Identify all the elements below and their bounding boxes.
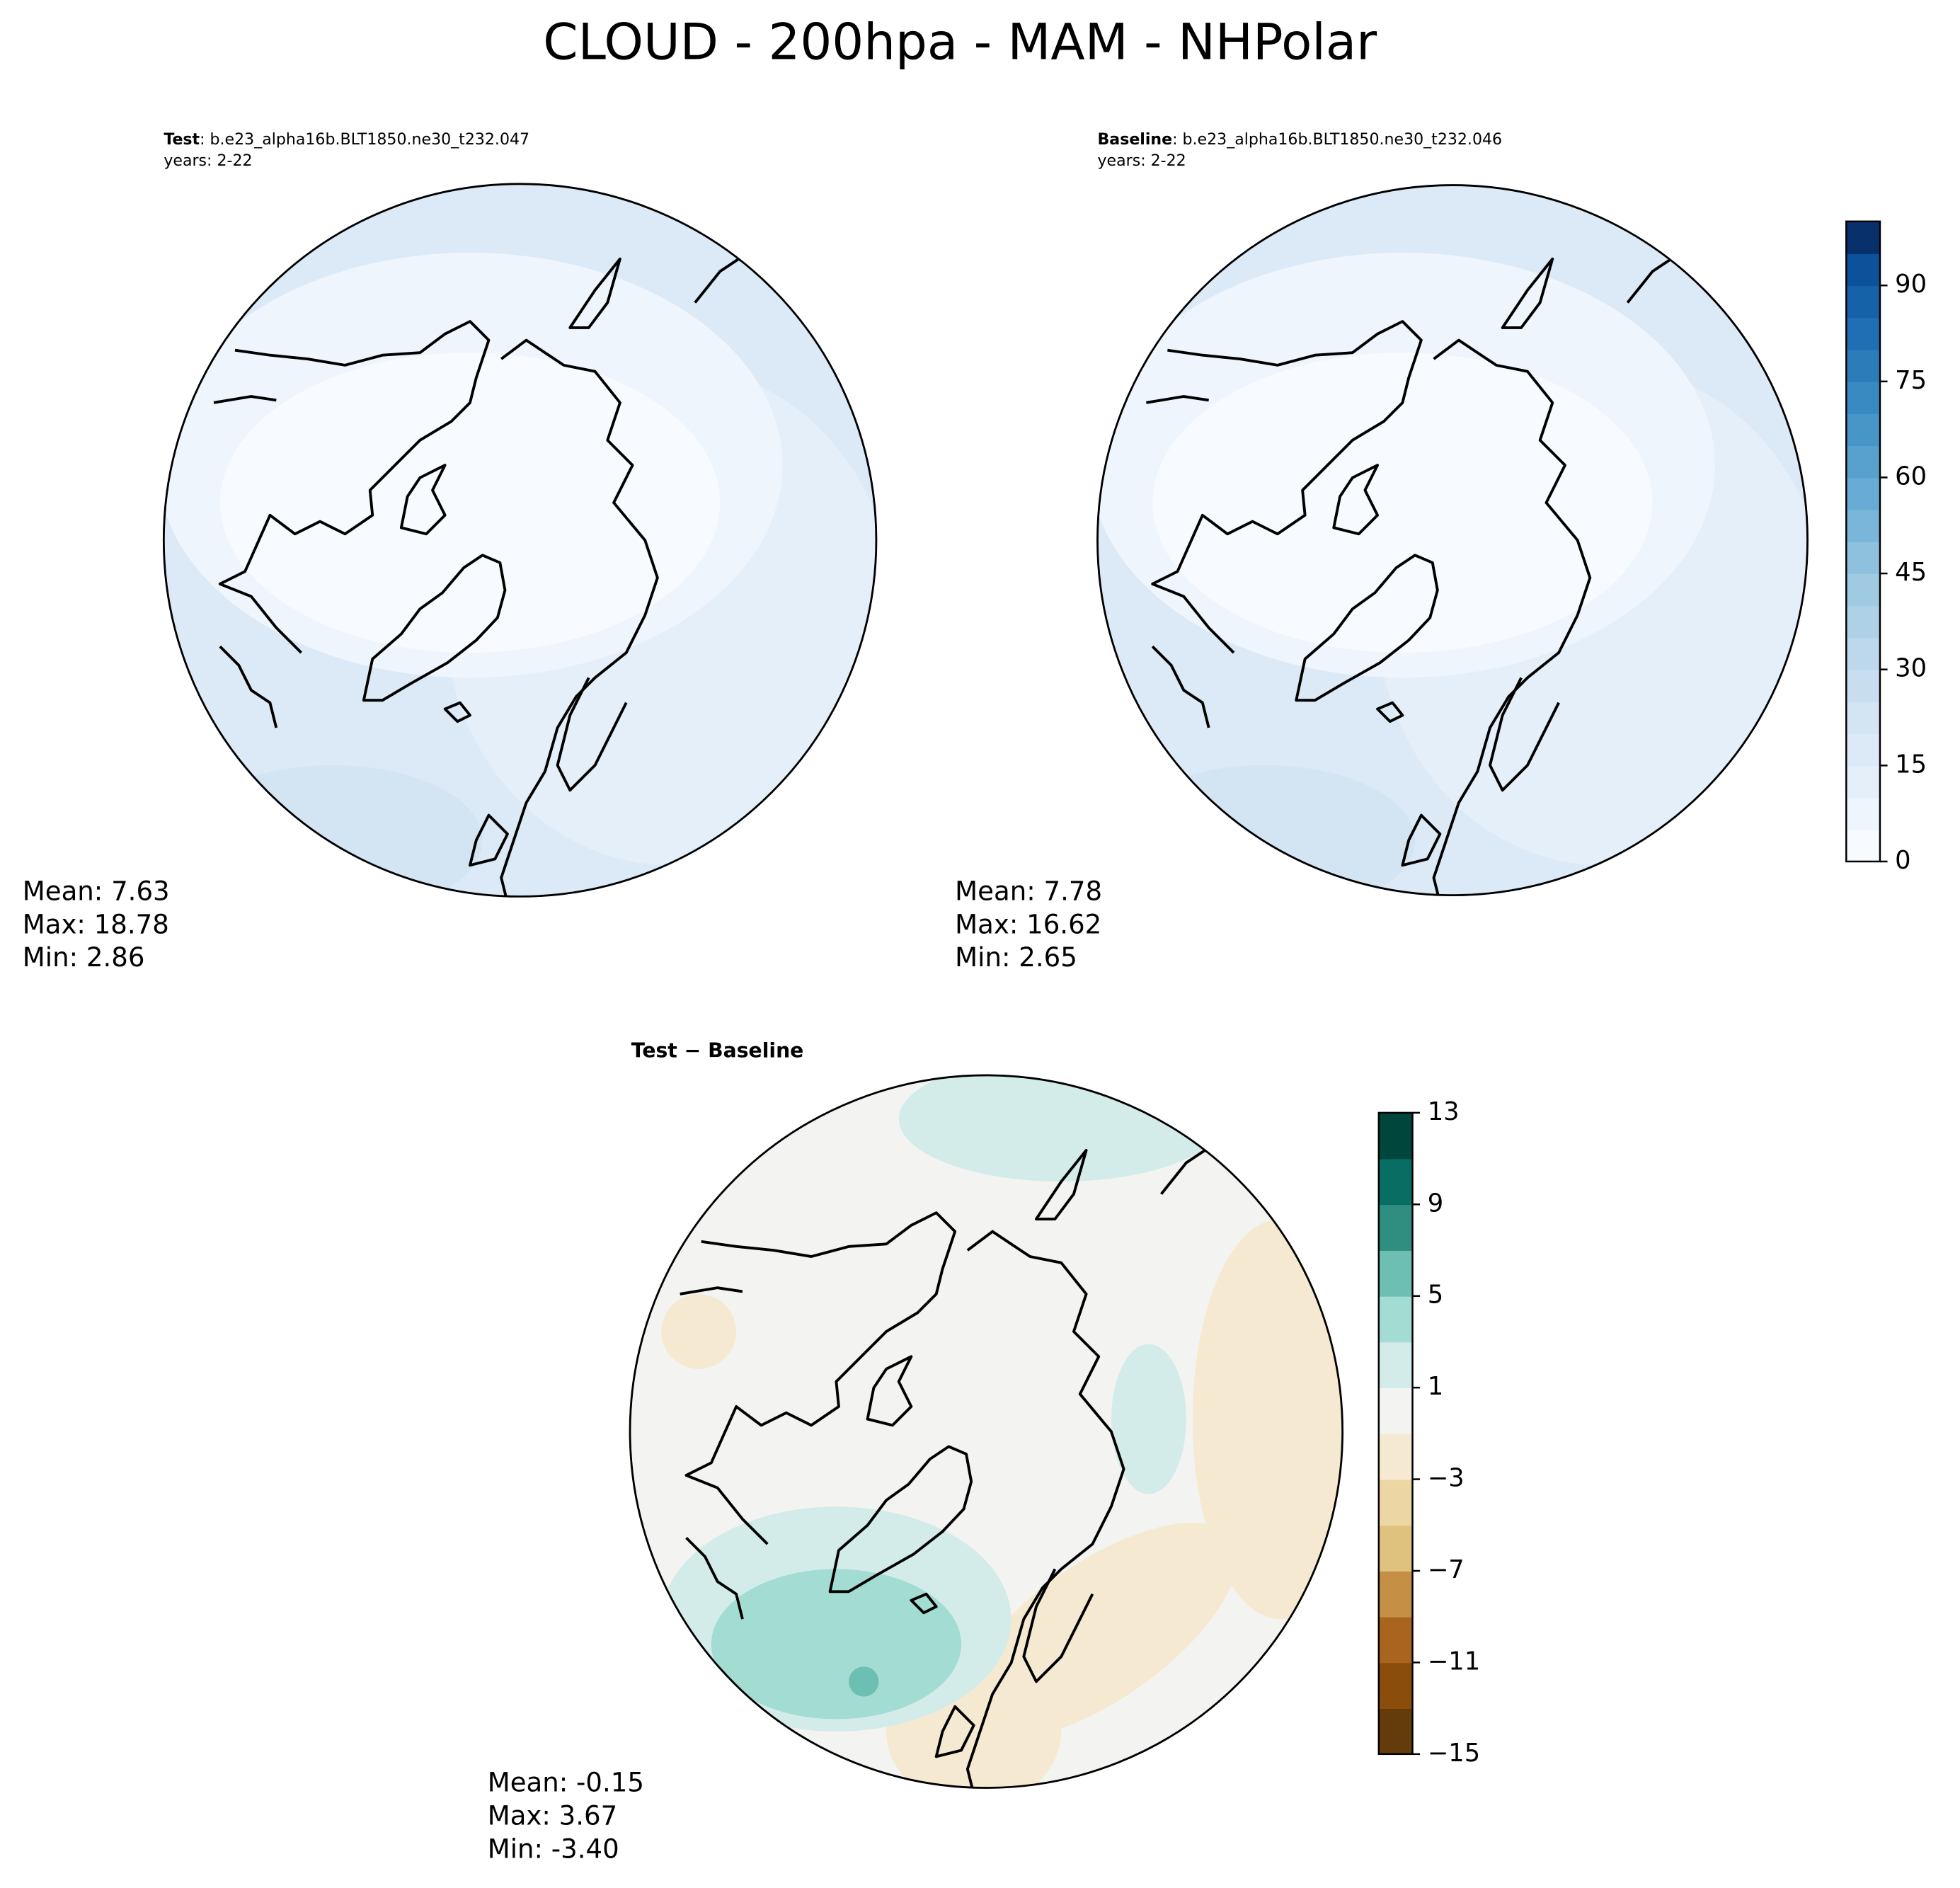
colorbar-tick-label: −3 bbox=[1428, 1464, 1465, 1493]
colorbar-band bbox=[1846, 637, 1880, 670]
colorbar-band bbox=[1378, 1112, 1413, 1160]
panel-label: Baseline bbox=[1097, 131, 1172, 149]
stat: Mean: -0.15 bbox=[488, 1768, 644, 1798]
panel-header: Test: b.e23_alpha16b.BLT1850.ne30_t232.0… bbox=[164, 131, 529, 149]
colorbar-band bbox=[1378, 1525, 1413, 1572]
colorbar-tick-label: 9 bbox=[1428, 1189, 1443, 1218]
map-boundary bbox=[162, 183, 878, 898]
contour bbox=[661, 1293, 737, 1369]
colorbar-tick-label: 0 bbox=[1895, 846, 1910, 875]
stat: Min: 2.86 bbox=[23, 942, 145, 973]
panel-label: Test bbox=[164, 131, 200, 149]
colorbar-band bbox=[1846, 253, 1880, 287]
colorbar-band bbox=[1378, 1295, 1413, 1343]
contour bbox=[219, 353, 721, 653]
colorbar-frame bbox=[1845, 220, 1881, 863]
stat: Mean: 7.78 bbox=[955, 876, 1102, 907]
contour bbox=[1115, 765, 1416, 896]
stat: Min: 2.65 bbox=[955, 942, 1077, 973]
colorbar-band bbox=[1378, 1388, 1413, 1434]
colorbar-tick-label: 60 bbox=[1895, 462, 1927, 491]
colorbar-tick-label: 15 bbox=[1895, 750, 1927, 779]
map-boundary bbox=[629, 1074, 1344, 1789]
colorbar-tick-label: 5 bbox=[1428, 1281, 1443, 1310]
colorbar-band bbox=[1846, 669, 1880, 702]
colorbar-tick-label: 1 bbox=[1428, 1372, 1443, 1401]
stat: Max: 3.67 bbox=[488, 1801, 617, 1831]
colorbar-band bbox=[1846, 733, 1880, 767]
panel-label: Test − Baseline bbox=[631, 1039, 804, 1062]
case-name: : b.e23_alpha16b.BLT1850.ne30_t232.046 bbox=[1172, 131, 1502, 149]
colorbar-band bbox=[1378, 1479, 1413, 1526]
stat: Max: 16.62 bbox=[955, 909, 1101, 939]
colorbar-band bbox=[1378, 1662, 1413, 1710]
map bbox=[1097, 185, 1808, 896]
contour bbox=[1111, 1344, 1186, 1494]
map bbox=[630, 1075, 1343, 1788]
colorbar-band bbox=[1378, 1708, 1413, 1755]
colorbar-tick-label: 30 bbox=[1895, 654, 1927, 683]
colorbar-band bbox=[1378, 1341, 1413, 1389]
colorbar-band bbox=[1846, 701, 1880, 734]
years: years: 2-22 bbox=[164, 152, 252, 170]
colorbar-tick-label: 90 bbox=[1895, 270, 1927, 299]
colorbar-band bbox=[1846, 829, 1880, 862]
panel-header: Baseline: b.e23_alpha16b.BLT1850.ne30_t2… bbox=[1097, 131, 1502, 149]
colorbar-band bbox=[1378, 1433, 1413, 1480]
colorbar-band bbox=[1378, 1570, 1413, 1618]
contour bbox=[1152, 353, 1653, 653]
figure-title: CLOUD - 200hpa - MAM - NHPolar bbox=[543, 12, 1377, 71]
contour bbox=[182, 765, 483, 897]
colorbar-band bbox=[1846, 541, 1880, 574]
colorbar-band bbox=[1846, 797, 1880, 830]
colorbar-tick-label: 13 bbox=[1428, 1097, 1460, 1126]
colorbar-tick-label: −7 bbox=[1428, 1555, 1465, 1584]
map-boundary bbox=[1096, 184, 1809, 897]
colorbar-band bbox=[1846, 381, 1880, 414]
stat: Max: 18.78 bbox=[23, 909, 169, 939]
colorbar-band bbox=[1846, 349, 1880, 382]
contour bbox=[849, 1666, 879, 1697]
colorbar-band bbox=[1846, 573, 1880, 607]
colorbar-band bbox=[1378, 1158, 1413, 1206]
colorbar-tick-label: −11 bbox=[1428, 1647, 1481, 1676]
colorbar-band bbox=[1378, 1204, 1413, 1251]
stat: Min: -3.40 bbox=[488, 1833, 619, 1864]
colorbar-tick-label: 45 bbox=[1895, 558, 1927, 587]
years: years: 2-22 bbox=[1097, 152, 1186, 170]
colorbar-band bbox=[1846, 413, 1880, 447]
colorbar-band bbox=[1378, 1616, 1413, 1664]
colorbar-band bbox=[1846, 477, 1880, 510]
colorbar-band bbox=[1846, 605, 1880, 639]
colorbar-band bbox=[1846, 221, 1880, 254]
colorbar-tick-label: −15 bbox=[1428, 1739, 1481, 1768]
colorbar-band bbox=[1846, 317, 1880, 350]
colorbar-band bbox=[1846, 285, 1880, 319]
colorbar-frame bbox=[1377, 1111, 1414, 1756]
map bbox=[164, 183, 876, 897]
case-name: : b.e23_alpha16b.BLT1850.ne30_t232.047 bbox=[200, 131, 529, 149]
contour bbox=[898, 1075, 1224, 1182]
colorbar-tick-label: 75 bbox=[1895, 366, 1927, 395]
contour bbox=[711, 1569, 962, 1720]
colorbar-band bbox=[1846, 765, 1880, 799]
stat: Mean: 7.63 bbox=[23, 876, 170, 907]
colorbar-band bbox=[1378, 1250, 1413, 1297]
colorbar-band bbox=[1846, 445, 1880, 479]
colorbar-band bbox=[1846, 509, 1880, 542]
